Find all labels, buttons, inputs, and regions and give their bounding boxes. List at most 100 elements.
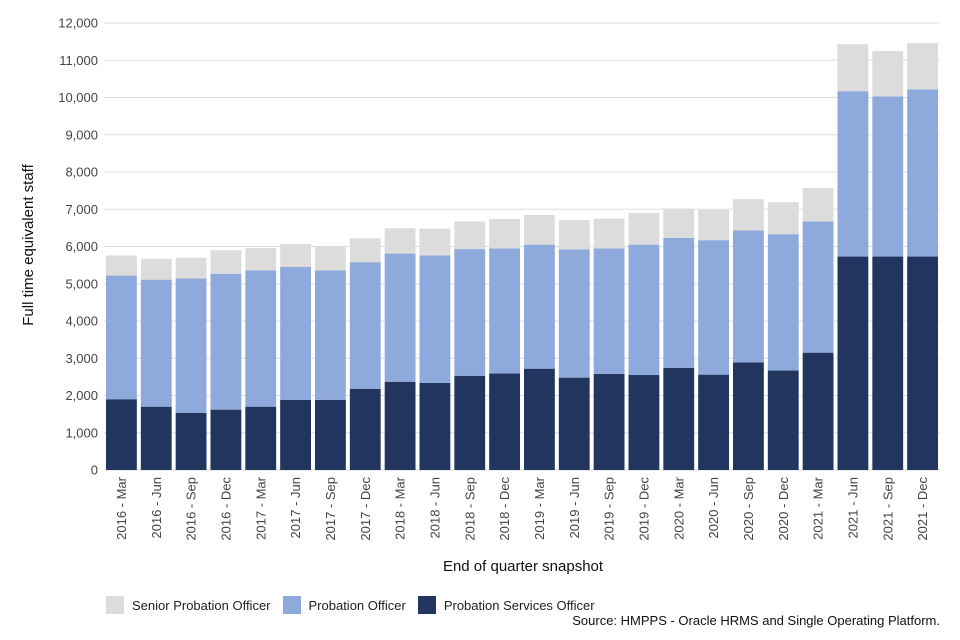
bar-segment-probation-services-officer bbox=[140, 406, 172, 470]
bar-segment-probation-officer bbox=[558, 249, 590, 378]
y-tick-label: 6,000 bbox=[65, 239, 98, 254]
bar-segment-probation-services-officer bbox=[837, 256, 869, 470]
bar-segment-probation-officer bbox=[175, 278, 207, 414]
bar-segment-probation-services-officer bbox=[280, 399, 311, 470]
y-tick-label: 11,000 bbox=[59, 53, 98, 68]
x-tick-label: 2016 - Sep bbox=[184, 477, 199, 541]
bar-segment-probation-services-officer bbox=[663, 367, 695, 470]
legend-label: Probation Services Officer bbox=[443, 597, 595, 613]
bar-segment-senior-probation-officer bbox=[175, 257, 207, 279]
bar-segment-probation-services-officer bbox=[802, 352, 834, 470]
bar-segment-probation-services-officer bbox=[524, 368, 555, 470]
legend-label: Probation Officer bbox=[308, 597, 406, 613]
bar-segment-probation-officer bbox=[593, 248, 625, 374]
x-axis-ticks: 2016 - Mar 2016 - Jun 2016 - Sep 2016 - Dec… bbox=[114, 476, 930, 540]
y-tick-label: 0 bbox=[91, 463, 98, 478]
bar-segment-probation-services-officer bbox=[872, 256, 904, 470]
bar-segment-senior-probation-officer bbox=[593, 218, 625, 249]
x-tick-label: 2018 - Jun bbox=[427, 477, 442, 538]
x-tick-label: 2017 - Dec bbox=[358, 477, 373, 541]
x-tick-label: 2021 - Jun bbox=[845, 477, 860, 538]
y-tick-label: 2,000 bbox=[65, 388, 98, 403]
bar-segment-probation-services-officer bbox=[454, 375, 486, 470]
legend: Senior Probation Officer Probation Offic… bbox=[106, 596, 597, 614]
bar-segment-probation-officer bbox=[733, 230, 764, 363]
bar-segment-senior-probation-officer bbox=[245, 247, 277, 271]
bar-segment-probation-services-officer bbox=[558, 377, 590, 470]
bar-segment-probation-officer bbox=[802, 221, 834, 353]
bar-segment-probation-officer bbox=[315, 270, 346, 400]
x-tick-label: 2020 - Mar bbox=[671, 476, 686, 540]
legend-swatch bbox=[282, 596, 301, 614]
bar-segment-senior-probation-officer bbox=[872, 50, 904, 97]
bar-segment-probation-services-officer bbox=[106, 399, 137, 470]
bar-segment-probation-officer bbox=[140, 279, 172, 407]
bar-segment-probation-officer bbox=[628, 244, 660, 376]
x-tick-label: 2020 - Jun bbox=[706, 477, 721, 538]
x-tick-label: 2021 - Mar bbox=[811, 476, 826, 540]
bar-segment-probation-services-officer bbox=[733, 362, 764, 470]
x-tick-label: 2021 - Dec bbox=[915, 477, 930, 541]
legend-item-senior-probation-officer: Senior Probation Officer bbox=[106, 596, 271, 614]
bar-segment-senior-probation-officer bbox=[767, 202, 799, 235]
bar-segment-probation-officer bbox=[349, 262, 381, 389]
y-tick-label: 8,000 bbox=[65, 165, 98, 180]
bar-segment-senior-probation-officer bbox=[907, 43, 938, 90]
bar-segment-senior-probation-officer bbox=[384, 228, 416, 254]
x-tick-label: 2017 - Sep bbox=[323, 477, 338, 541]
y-tick-label: 10,000 bbox=[58, 90, 98, 105]
bar-segment-probation-officer bbox=[872, 96, 904, 257]
bar-segment-senior-probation-officer bbox=[628, 212, 660, 245]
bar-segment-senior-probation-officer bbox=[558, 220, 590, 250]
bar-segment-senior-probation-officer bbox=[733, 199, 764, 231]
bar-segment-probation-officer bbox=[419, 255, 451, 383]
y-tick-label: 4,000 bbox=[65, 314, 98, 329]
bar-segment-probation-services-officer bbox=[245, 406, 277, 470]
bar-segment-probation-services-officer bbox=[384, 381, 416, 470]
bar-segment-probation-services-officer bbox=[698, 374, 729, 470]
y-axis-ticks: 0 1,000 2,000 3,000 4,000 5,000 6,000 7,000 8,00… bbox=[58, 16, 98, 478]
bar-segment-senior-probation-officer bbox=[837, 44, 869, 92]
x-tick-label: 2019 - Jun bbox=[567, 477, 582, 538]
legend-label: Senior Probation Officer bbox=[132, 597, 271, 613]
x-tick-label: 2017 - Jun bbox=[288, 477, 303, 538]
bar-segment-probation-services-officer bbox=[315, 399, 346, 470]
bar-segment-probation-officer bbox=[384, 253, 416, 382]
bar-segment-probation-officer bbox=[767, 234, 799, 371]
x-tick-label: 2020 - Dec bbox=[776, 477, 791, 541]
bar-segment-probation-services-officer bbox=[907, 256, 938, 470]
bar-segment-probation-services-officer bbox=[210, 409, 242, 470]
bar-segment-probation-officer bbox=[837, 91, 869, 257]
bar-segment-senior-probation-officer bbox=[106, 255, 137, 276]
bar-segment-senior-probation-officer bbox=[524, 214, 555, 245]
x-tick-label: 2018 - Mar bbox=[393, 476, 408, 540]
bar-segment-probation-officer bbox=[524, 244, 555, 369]
legend-item-probation-services-officer: Probation Services Officer bbox=[417, 596, 595, 614]
bar-segment-probation-officer bbox=[907, 89, 938, 257]
bar-segment-probation-services-officer bbox=[419, 382, 451, 470]
y-tick-label: 5,000 bbox=[65, 276, 98, 291]
source-note: Source: HMPPS - Oracle HRMS and Single O… bbox=[572, 613, 940, 628]
y-tick-label: 12,000 bbox=[58, 16, 98, 31]
bar-segment-senior-probation-officer bbox=[663, 208, 695, 238]
x-tick-label: 2018 - Sep bbox=[462, 477, 477, 541]
bar-segment-probation-officer bbox=[280, 266, 311, 400]
x-tick-label: 2018 - Dec bbox=[497, 477, 512, 541]
bar-segment-probation-officer bbox=[210, 273, 242, 410]
bar-segment-senior-probation-officer bbox=[315, 246, 346, 271]
x-tick-label: 2016 - Mar bbox=[114, 476, 129, 540]
bar-segment-probation-services-officer bbox=[593, 373, 625, 470]
x-tick-label: 2016 - Dec bbox=[218, 477, 233, 541]
bar-segment-senior-probation-officer bbox=[210, 250, 242, 274]
bar-segment-probation-officer bbox=[106, 275, 137, 400]
bar-segment-senior-probation-officer bbox=[698, 209, 729, 241]
gridlines bbox=[104, 22, 940, 471]
bar-segment-probation-officer bbox=[454, 249, 486, 376]
bar-segment-probation-officer bbox=[245, 270, 277, 407]
y-tick-label: 3,000 bbox=[65, 351, 98, 366]
bar-segment-senior-probation-officer bbox=[349, 238, 381, 263]
x-axis-title: End of quarter snapshot bbox=[443, 558, 604, 575]
bar-segment-senior-probation-officer bbox=[140, 258, 172, 280]
bar-segment-probation-services-officer bbox=[767, 370, 799, 470]
